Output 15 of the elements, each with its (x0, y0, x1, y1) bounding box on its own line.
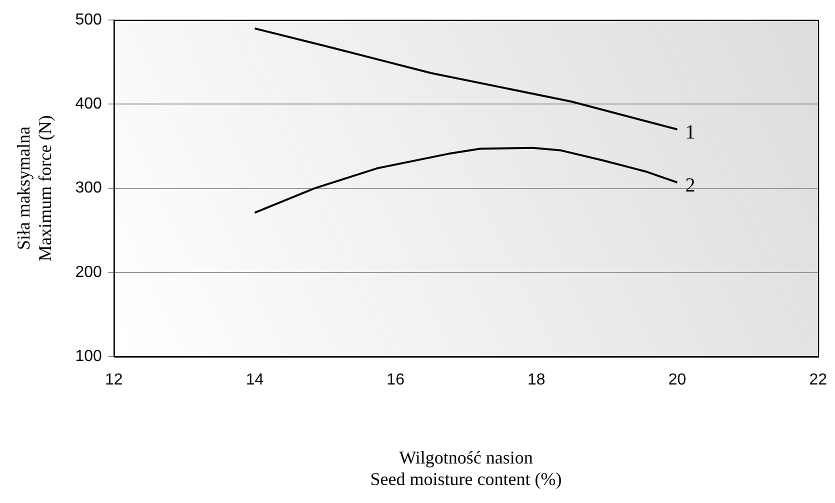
y-tick-label: 100 (75, 348, 102, 366)
x-tick-label: 14 (246, 372, 264, 389)
series-label: 2 (685, 174, 696, 197)
x-tick-label: 20 (668, 372, 686, 389)
x-tick-label: 12 (104, 372, 123, 389)
x-tick-label: 18 (528, 372, 546, 389)
x-axis-title: Wilgotność nasion Seed moisture content (%) (370, 447, 562, 489)
y-tick-label: 400 (75, 96, 102, 113)
y-axis-title: Siła maksymalna Maximum force (N) (14, 115, 56, 262)
y-tick-label: 200 (75, 264, 102, 281)
x-tick-label: 22 (809, 372, 828, 389)
x-tick-label: 16 (386, 372, 405, 389)
y-tick-label: 500 (75, 11, 102, 28)
y-tick-label: 300 (75, 180, 102, 197)
series-label: 1 (685, 122, 696, 144)
